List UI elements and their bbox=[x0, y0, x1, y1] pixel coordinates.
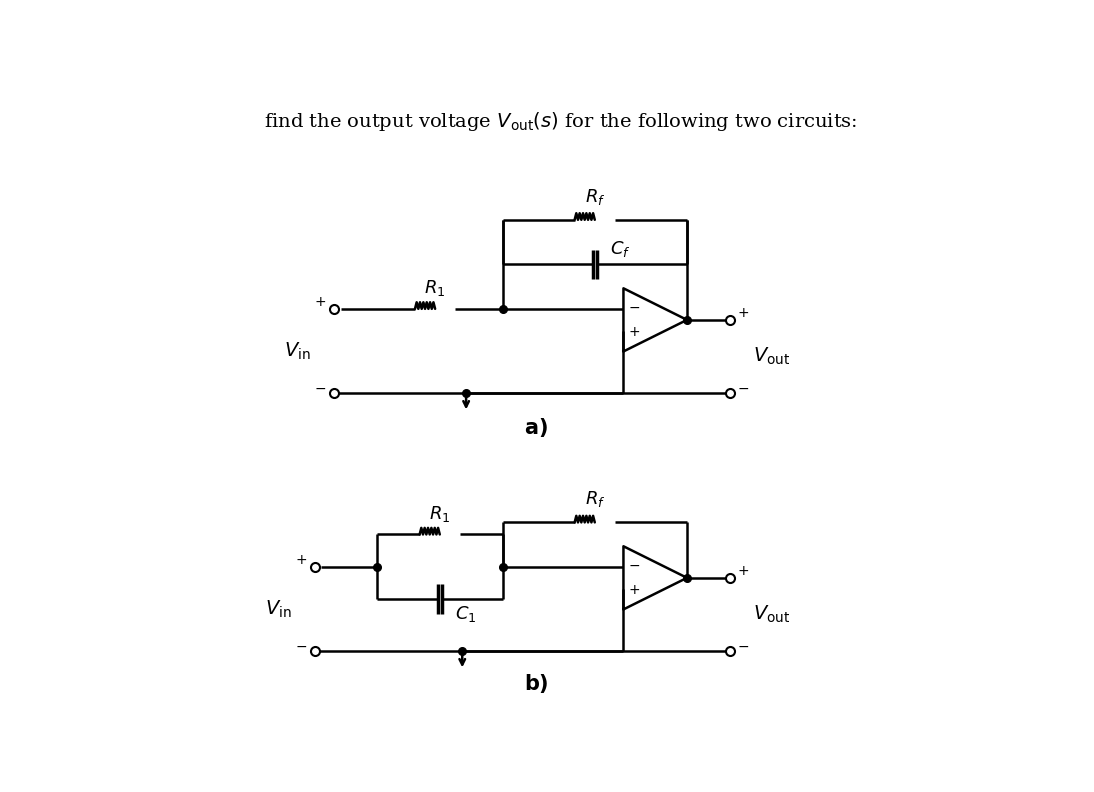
Text: find the output voltage $V_{\mathrm{out}}(s)$ for the following two circuits:: find the output voltage $V_{\mathrm{out}… bbox=[264, 110, 858, 133]
Text: $+$: $+$ bbox=[737, 306, 749, 320]
Text: $-$: $-$ bbox=[628, 558, 640, 573]
Text: $+$: $+$ bbox=[295, 553, 307, 567]
Text: $-$: $-$ bbox=[314, 381, 327, 394]
Text: $R_1$: $R_1$ bbox=[429, 505, 451, 524]
Text: $C_f$: $C_f$ bbox=[610, 239, 631, 259]
Text: $V_{\mathrm{in}}$: $V_{\mathrm{in}}$ bbox=[284, 341, 311, 362]
Text: $V_{\mathrm{out}}$: $V_{\mathrm{out}}$ bbox=[753, 346, 790, 367]
Text: $R_f$: $R_f$ bbox=[584, 489, 605, 509]
Text: $\mathbf{b)}$: $\mathbf{b)}$ bbox=[524, 672, 548, 695]
Text: $+$: $+$ bbox=[628, 326, 640, 340]
Text: $R_f$: $R_f$ bbox=[584, 187, 605, 207]
Text: $-$: $-$ bbox=[628, 300, 640, 314]
Text: $\mathbf{a)}$: $\mathbf{a)}$ bbox=[524, 416, 548, 440]
Text: $-$: $-$ bbox=[295, 638, 307, 653]
Text: $V_{\mathrm{out}}$: $V_{\mathrm{out}}$ bbox=[753, 604, 790, 625]
Text: $R_1$: $R_1$ bbox=[424, 278, 446, 298]
Text: $-$: $-$ bbox=[737, 638, 749, 653]
Text: $C_1$: $C_1$ bbox=[454, 604, 476, 624]
Text: $+$: $+$ bbox=[628, 584, 640, 597]
Text: $-$: $-$ bbox=[737, 381, 749, 394]
Text: $+$: $+$ bbox=[314, 295, 327, 309]
Text: $V_{\mathrm{in}}$: $V_{\mathrm{in}}$ bbox=[265, 598, 292, 619]
Text: $+$: $+$ bbox=[737, 564, 749, 578]
